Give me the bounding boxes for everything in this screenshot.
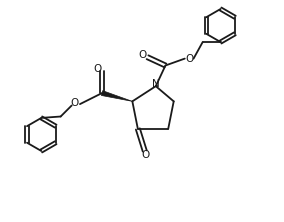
- Text: O: O: [141, 150, 149, 160]
- Text: O: O: [185, 54, 194, 64]
- Text: O: O: [138, 50, 147, 60]
- Text: O: O: [71, 98, 79, 108]
- Polygon shape: [101, 91, 132, 101]
- Text: O: O: [93, 64, 101, 74]
- Text: N: N: [153, 79, 160, 89]
